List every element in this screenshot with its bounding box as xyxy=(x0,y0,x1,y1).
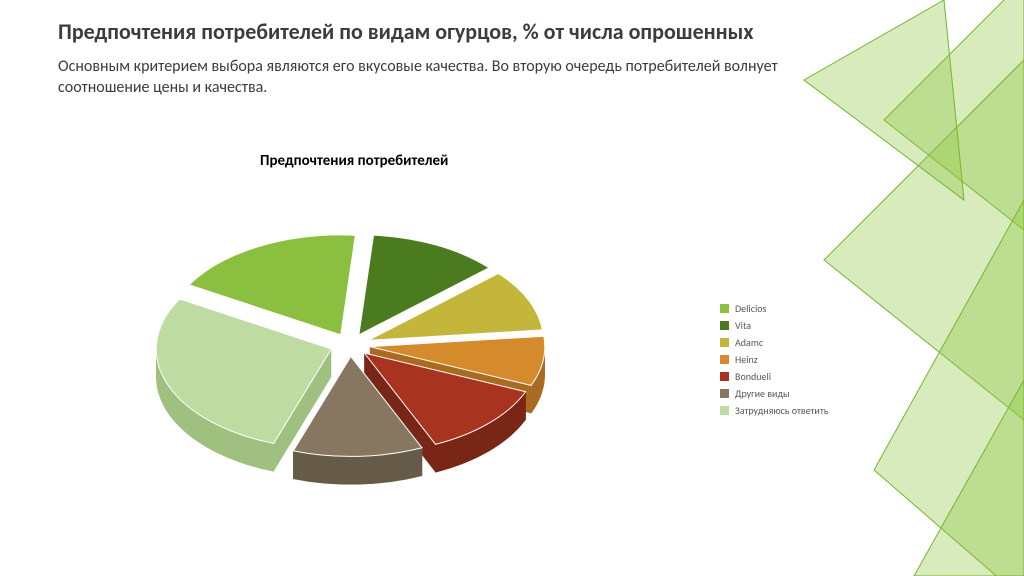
legend-swatch xyxy=(720,304,729,313)
legend-swatch xyxy=(720,389,729,398)
legend-label: Adamc xyxy=(735,334,763,351)
legend-label: Затрудняюсь ответить xyxy=(735,402,828,419)
legend-label: Vita xyxy=(735,317,751,334)
pie-svg xyxy=(120,190,600,530)
legend-label: Bondueli xyxy=(735,368,771,385)
slide-title: Предпочтения потребителей по видам огурц… xyxy=(58,18,818,46)
legend-item: Heinz xyxy=(720,351,828,368)
chart-title: Предпочтения потребителей xyxy=(260,152,448,170)
legend-label: Heinz xyxy=(735,351,758,368)
legend-swatch xyxy=(720,372,729,381)
legend-swatch xyxy=(720,406,729,415)
legend-item: Vita xyxy=(720,317,828,334)
legend-item: Затрудняюсь ответить xyxy=(720,402,828,419)
legend-swatch xyxy=(720,338,729,347)
legend-label: Delicios xyxy=(735,300,766,317)
legend-swatch xyxy=(720,355,729,364)
legend-item: Adamc xyxy=(720,334,828,351)
legend-swatch xyxy=(720,321,729,330)
legend-item: Delicios xyxy=(720,300,828,317)
content-block: Предпочтения потребителей по видам огурц… xyxy=(58,18,818,99)
slide-body: Основным критерием выбора являются его в… xyxy=(58,56,818,99)
pie-chart xyxy=(120,190,600,530)
legend-label: Другие виды xyxy=(735,385,790,402)
legend-item: Bondueli xyxy=(720,368,828,385)
chart-legend: DeliciosVitaAdamcHeinzBondueliДругие вид… xyxy=(720,300,828,419)
legend-item: Другие виды xyxy=(720,385,828,402)
slide: Предпочтения потребителей по видам огурц… xyxy=(0,0,1024,576)
